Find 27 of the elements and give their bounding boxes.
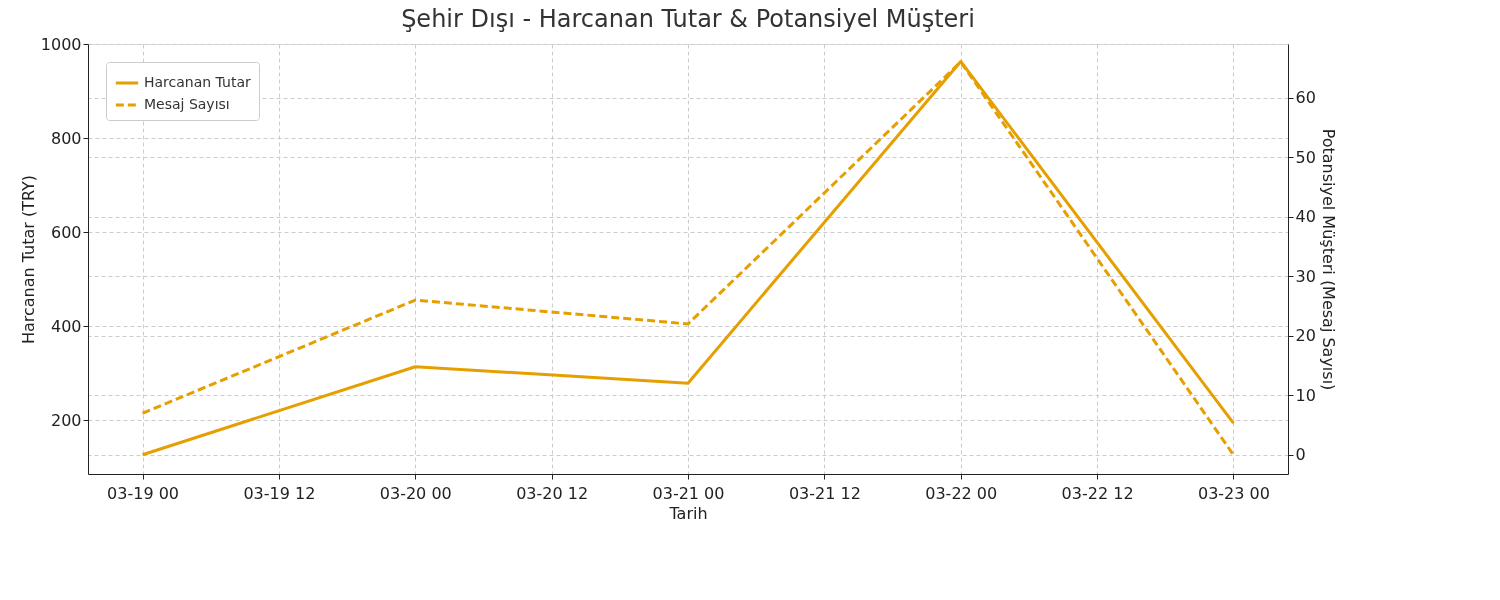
x-tick-label: 03-22 00 (925, 483, 998, 503)
y2-tick-label: 60 (1295, 88, 1316, 108)
y-tick-label: 200 (50, 410, 82, 430)
y-tick-label: 600 (50, 222, 82, 242)
y2-tick-label: 10 (1295, 385, 1316, 405)
legend-label: Mesaj Sayısı (144, 96, 230, 112)
x-tick-label: 03-19 12 (243, 483, 316, 503)
x-tick-label: 03-23 00 (1197, 483, 1270, 503)
x-tick-label: 03-21 00 (652, 483, 725, 503)
x-axis-title: Tarih (668, 503, 708, 523)
y2-tick-label: 0 (1295, 445, 1306, 465)
y-tick-label: 400 (50, 316, 82, 336)
legend-label: Harcanan Tutar (144, 74, 251, 90)
x-tick-label: 03-20 12 (516, 483, 589, 503)
y-tick-label: 800 (50, 128, 82, 148)
y2-tick-label: 40 (1295, 207, 1316, 227)
y2-tick-label: 20 (1295, 326, 1316, 346)
x-tick-label: 03-20 00 (379, 483, 452, 503)
y-axis-title: Harcanan Tutar (TRY) (18, 174, 38, 345)
y2-axis-title: Potansiyel Müşteri (Mesaj Sayısı) (1318, 128, 1338, 391)
x-tick-label: 03-22 12 (1061, 483, 1134, 503)
y2-tick-label: 50 (1295, 147, 1316, 167)
x-tick-label: 03-19 00 (107, 483, 180, 503)
y2-tick-label: 30 (1295, 266, 1316, 286)
x-tick-label: 03-21 12 (788, 483, 861, 503)
y-tick-label: 1000 (40, 34, 82, 54)
chart-title: Şehir Dışı - Harcanan Tutar & Potansiyel Müşteri (401, 5, 975, 33)
